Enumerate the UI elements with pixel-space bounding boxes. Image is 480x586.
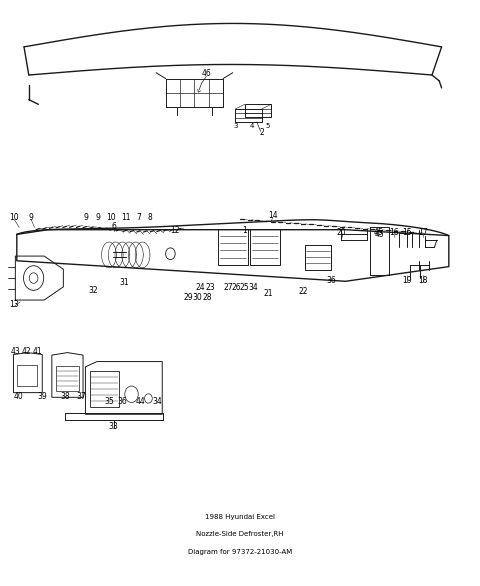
Text: 17: 17 [419,227,428,237]
Text: 35: 35 [105,397,114,407]
Text: 12: 12 [170,226,180,236]
Text: 9: 9 [83,213,88,223]
Text: 45: 45 [374,230,384,239]
Text: 28: 28 [203,293,212,302]
Text: 14: 14 [268,211,277,220]
Text: 25: 25 [239,282,249,292]
Text: 45: 45 [373,227,383,237]
Text: 1: 1 [242,226,247,236]
Text: 18: 18 [419,275,428,285]
Text: 6: 6 [112,222,117,231]
Text: 24: 24 [196,282,205,292]
Text: 46: 46 [202,69,211,78]
Text: 40: 40 [13,391,23,401]
Text: 41: 41 [33,347,42,356]
Text: 4: 4 [250,123,254,129]
Text: 9: 9 [96,213,101,223]
Text: 16: 16 [389,227,398,237]
Text: 42: 42 [22,347,31,356]
Text: 32: 32 [89,286,98,295]
Text: 22: 22 [299,287,308,297]
Text: 34: 34 [249,282,258,292]
Text: 1988 Hyundai Excel: 1988 Hyundai Excel [205,514,275,520]
Text: 8: 8 [147,213,152,223]
Text: 39: 39 [37,391,47,401]
Text: 44: 44 [135,397,145,407]
Text: 33: 33 [108,422,118,431]
Text: 34: 34 [153,397,162,407]
Text: 10: 10 [107,213,116,223]
Text: 10: 10 [10,213,19,223]
Text: 31: 31 [119,278,129,287]
Text: 26: 26 [231,282,241,292]
Text: 19: 19 [402,275,412,285]
Text: 9: 9 [29,213,34,223]
Text: 37: 37 [77,391,86,401]
Text: 36: 36 [118,397,127,407]
Text: Nozzle-Side Defroster,RH: Nozzle-Side Defroster,RH [196,532,284,537]
Text: 43: 43 [11,347,20,356]
Text: Diagram for 97372-21030-AM: Diagram for 97372-21030-AM [188,549,292,555]
Text: 3: 3 [234,123,239,129]
Text: 2: 2 [259,128,264,137]
Text: 30: 30 [193,293,203,302]
Text: 36: 36 [326,275,336,285]
Text: 29: 29 [183,293,193,302]
Text: 7: 7 [137,213,142,223]
Text: 38: 38 [60,391,70,401]
Text: 27: 27 [223,282,233,292]
Text: 21: 21 [263,288,273,298]
Text: 13: 13 [10,300,19,309]
Text: 5: 5 [265,123,270,129]
Text: 15: 15 [402,227,412,237]
Text: 11: 11 [121,213,131,223]
Text: 23: 23 [205,282,215,292]
Text: 20: 20 [337,227,347,237]
